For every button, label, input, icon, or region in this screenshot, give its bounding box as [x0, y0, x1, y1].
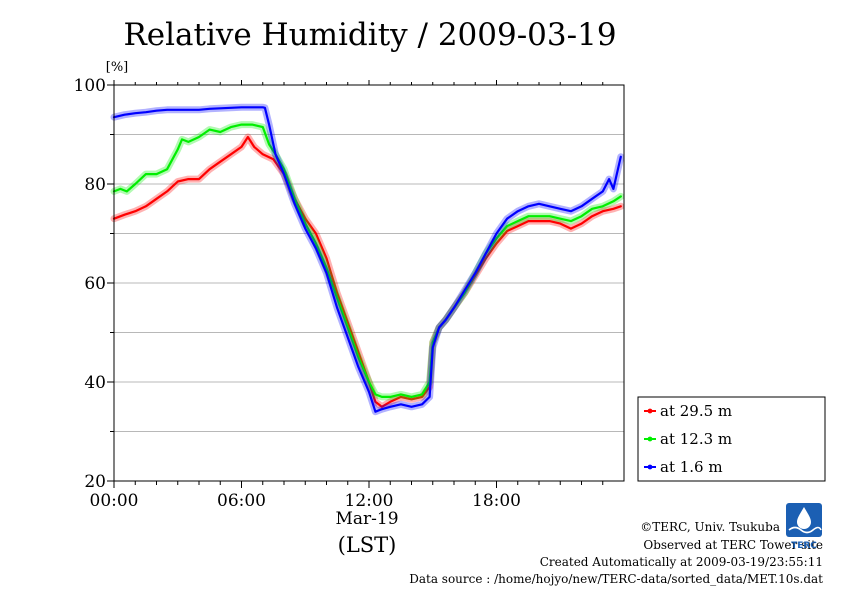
series-line — [112, 135, 622, 408]
y-tick-label: 100 — [74, 76, 106, 96]
legend-marker — [647, 464, 653, 470]
logo-text: TERC — [791, 541, 817, 551]
x-axis-label: (LST) — [338, 533, 397, 557]
y-tick-label: 40 — [84, 373, 106, 393]
legend: at 29.5 m at 12.3 m at 1.6 m — [637, 396, 826, 482]
series-line — [112, 123, 622, 398]
y-tick-label: 20 — [84, 472, 106, 492]
series-layer — [110, 103, 625, 416]
series-line — [112, 106, 622, 413]
y-tick-label: 60 — [84, 274, 106, 294]
series-1 — [110, 133, 625, 411]
series-band — [110, 133, 625, 411]
x-tick-label: 06:00 — [217, 491, 266, 511]
x-tick-label: 18:00 — [472, 491, 521, 511]
legend-marker — [647, 436, 653, 442]
chart-title: Relative Humidity / 2009-03-19 — [123, 17, 616, 53]
grid-lines — [114, 134, 624, 432]
date-label: Mar-19 — [335, 509, 398, 529]
y-axis-unit-label: [%] — [106, 60, 129, 75]
footer-copyright: ©TERC, Univ. Tsukuba — [640, 520, 780, 534]
legend-box — [637, 396, 826, 482]
x-tick-label: 12:00 — [345, 491, 394, 511]
legend-label: at 29.5 m — [660, 402, 732, 420]
series-band — [110, 121, 625, 401]
footer-created: Created Automatically at 2009-03-19/23:5… — [540, 555, 823, 569]
legend-label: at 12.3 m — [660, 430, 732, 448]
series-2 — [110, 121, 625, 401]
x-tick-label: 00:00 — [90, 491, 139, 511]
series-3 — [110, 103, 625, 416]
axis-ticks: 20 40 60 80 100 00:00 06:00 12:00 18:00 — [74, 76, 604, 511]
y-tick-label: 80 — [84, 175, 106, 195]
footer: ©TERC, Univ. Tsukuba Observed at TERC To… — [409, 520, 823, 586]
series-band — [110, 103, 625, 416]
logo-wave-shape — [788, 526, 822, 534]
footer-source: Data source : /home/hojyo/new/TERC-data/… — [409, 572, 823, 586]
terc-logo-icon: TERC — [786, 503, 822, 551]
logo-drop-shape — [797, 507, 811, 529]
legend-marker — [647, 408, 653, 414]
legend-label: at 1.6 m — [660, 458, 723, 476]
footer-observed: Observed at TERC Tower site — [643, 538, 823, 552]
